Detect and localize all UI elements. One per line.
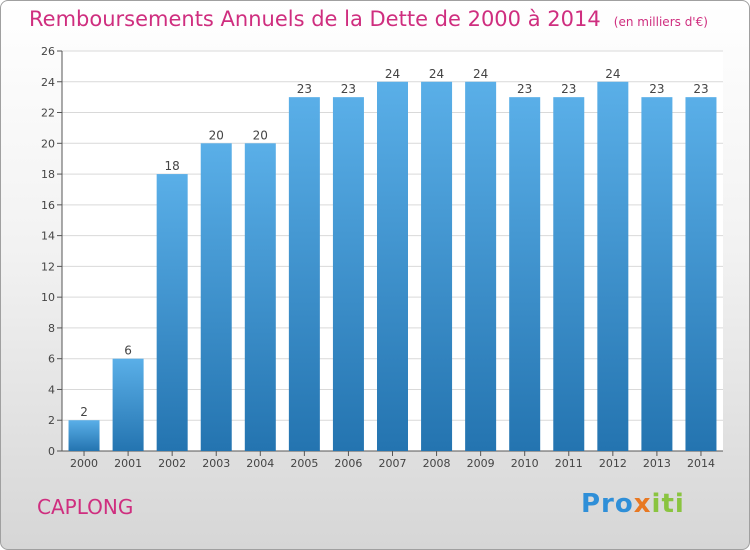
y-tick-label: 22 (41, 107, 55, 120)
bar (465, 81, 497, 452)
bar (112, 358, 144, 451)
x-tick-label: 2008 (423, 457, 451, 470)
bar-value-label: 23 (693, 82, 708, 96)
bar (332, 97, 364, 452)
bar-value-label: 23 (341, 82, 356, 96)
proxiti-logo: Proxiti (581, 489, 685, 519)
x-tick-label: 2014 (687, 457, 715, 470)
bar-value-label: 23 (649, 82, 664, 96)
x-tick-label: 2011 (555, 457, 583, 470)
y-tick-label: 10 (41, 291, 55, 304)
y-tick-label: 24 (41, 76, 55, 89)
logo-part-1: Pro (581, 489, 634, 519)
y-tick-label: 8 (48, 322, 55, 335)
bar-value-label: 20 (253, 128, 268, 142)
x-tick-label: 2003 (202, 457, 230, 470)
bar (68, 420, 100, 451)
bar-value-label: 20 (209, 128, 224, 142)
bar-value-label: 24 (429, 67, 444, 81)
bar-value-label: 23 (561, 82, 576, 96)
bar-value-label: 24 (605, 67, 620, 81)
y-tick-label: 14 (41, 230, 55, 243)
x-tick-label: 2009 (467, 457, 495, 470)
x-tick-label: 2006 (334, 457, 362, 470)
x-tick-label: 2001 (114, 457, 142, 470)
y-tick-label: 12 (41, 260, 55, 273)
y-tick-label: 16 (41, 199, 55, 212)
y-tick-label: 2 (48, 414, 55, 427)
x-tick-label: 2012 (599, 457, 627, 470)
bar-value-label: 23 (517, 82, 532, 96)
x-tick-label: 2002 (158, 457, 186, 470)
chart-title: Remboursements Annuels de la Dette de 20… (29, 7, 708, 31)
bar-value-label: 2 (80, 405, 88, 419)
logo-part-3: iti (651, 489, 685, 519)
bar-chart: 0246810121416182022242622000620011820022… (41, 45, 723, 470)
y-tick-label: 0 (48, 445, 55, 458)
bar (288, 97, 320, 452)
bar-value-label: 24 (385, 67, 400, 81)
x-tick-label: 2007 (379, 457, 407, 470)
bar (377, 81, 408, 452)
y-tick-label: 4 (48, 383, 55, 396)
bar (200, 143, 232, 452)
bar-value-label: 24 (473, 67, 488, 81)
bar (509, 97, 541, 452)
y-tick-label: 18 (41, 168, 55, 181)
unit-text: (en milliers d'€) (613, 15, 708, 29)
bar (641, 97, 673, 452)
bar (156, 174, 188, 452)
y-tick-label: 20 (41, 137, 55, 150)
x-tick-label: 2005 (290, 457, 318, 470)
bar (553, 97, 585, 452)
x-tick-label: 2013 (643, 457, 671, 470)
bar (685, 97, 717, 452)
x-tick-label: 2010 (511, 457, 539, 470)
y-tick-label: 6 (48, 353, 55, 366)
bar (244, 143, 276, 452)
bar-value-label: 6 (124, 344, 132, 358)
bar (421, 81, 453, 452)
y-tick-label: 26 (41, 45, 55, 58)
title-text: Remboursements Annuels de la Dette de 20… (29, 7, 601, 31)
bar-value-label: 18 (165, 159, 180, 173)
logo-part-2: x (633, 489, 652, 519)
town-name: CAPLONG (37, 495, 134, 519)
x-tick-label: 2000 (70, 457, 98, 470)
bar (597, 81, 629, 452)
x-tick-label: 2004 (246, 457, 274, 470)
bar-value-label: 23 (297, 82, 312, 96)
